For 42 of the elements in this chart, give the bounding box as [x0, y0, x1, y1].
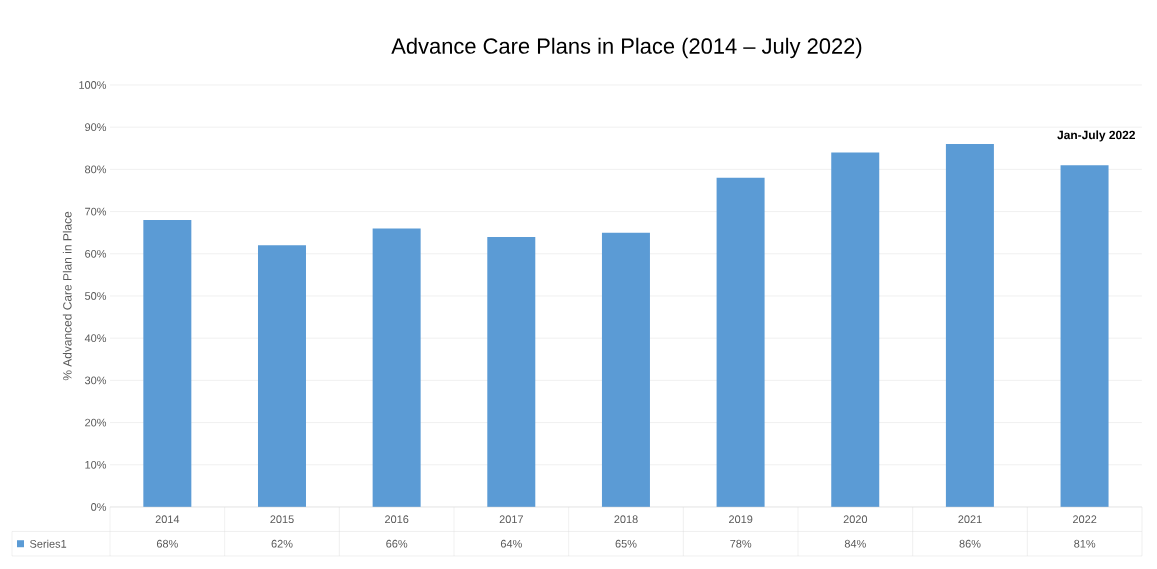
y-tick-label: 50%	[84, 292, 107, 300]
y-tick-label: 10%	[85, 460, 107, 469]
x-tick-label: 2018	[614, 515, 638, 524]
y-tick-label: 70%	[85, 207, 107, 216]
y-tick-label: 80%	[85, 165, 107, 174]
data-label: 78%	[730, 539, 752, 548]
bar	[143, 220, 192, 507]
data-label: 68%	[156, 539, 178, 548]
bar	[716, 177, 765, 507]
bar	[945, 144, 994, 507]
y-tick-label: 40%	[84, 334, 107, 343]
y-tick-label: 100%	[79, 81, 107, 89]
data-label: 65%	[615, 539, 637, 548]
data-label: 86%	[959, 539, 981, 548]
bar	[1060, 165, 1109, 507]
x-tick-label: 2014	[155, 515, 180, 524]
x-tick-label: 2019	[729, 515, 753, 524]
y-tick-label: 20%	[85, 418, 107, 427]
bar	[601, 232, 650, 507]
x-tick-label: 2017	[499, 515, 523, 524]
annotation: Jan-July 2022	[1057, 130, 1135, 142]
x-tick-label: 2015	[270, 515, 294, 524]
data-label: 84%	[844, 539, 866, 548]
x-tick-label: 2020	[843, 515, 868, 524]
chart-title: Advance Care Plans in Place (2014 – July 2022)	[391, 37, 862, 59]
bar	[372, 228, 421, 507]
data-label: 66%	[386, 539, 408, 548]
legend-label: Series1	[30, 539, 67, 548]
data-label: 81%	[1074, 539, 1096, 548]
data-label: 64%	[500, 539, 522, 548]
bar	[487, 236, 536, 507]
y-tick-label: 90%	[85, 123, 107, 132]
x-tick-label: 2021	[958, 515, 982, 524]
data-label: 62%	[271, 539, 293, 548]
y-tick-label: 60%	[85, 249, 107, 258]
y-tick-label: 0%	[91, 503, 107, 511]
y-tick-label: 30%	[84, 376, 107, 385]
bar	[257, 245, 306, 507]
x-tick-label: 2022	[1073, 515, 1097, 524]
bar	[831, 152, 880, 507]
y-axis-title: % Advanced Care Plan in Place	[62, 211, 72, 381]
x-tick-label: 2016	[385, 515, 409, 524]
